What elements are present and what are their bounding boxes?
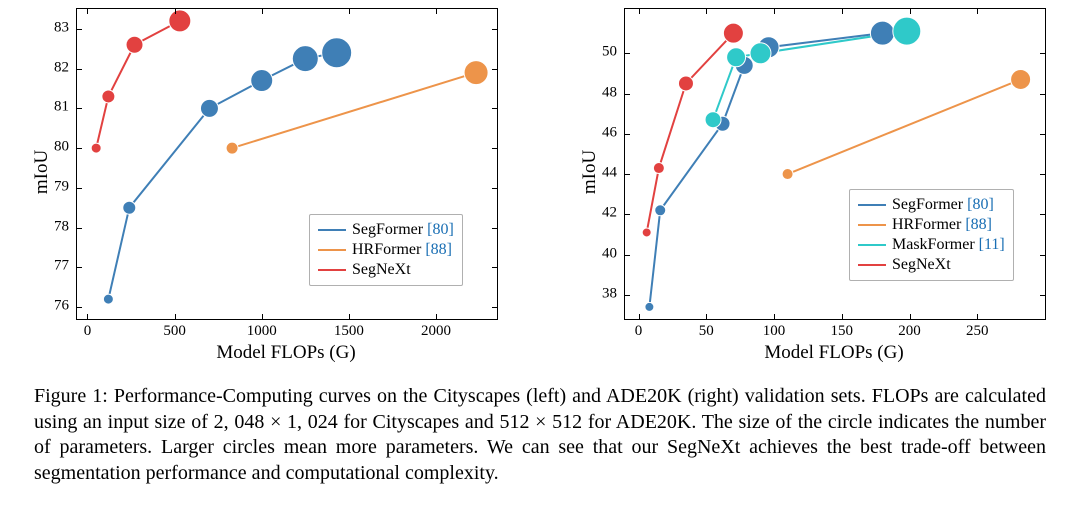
y-tick-label: 46 <box>577 124 617 141</box>
legend-label-hrformer: HRFormer [88] <box>892 215 992 235</box>
data-point-segformer <box>645 302 654 311</box>
data-point-segformer <box>655 205 666 216</box>
data-point-segnext <box>91 143 101 153</box>
legend-label-hrformer: HRFormer [88] <box>352 240 452 260</box>
legend-item-segnext: SegNeXt <box>858 255 1005 275</box>
legend-item-maskformer: MaskFormer [11] <box>858 235 1005 255</box>
data-point-segformer <box>123 201 136 214</box>
legend-swatch-hrformer <box>858 224 886 226</box>
y-tick-label: 42 <box>577 205 617 222</box>
legend-swatch-segformer <box>318 229 346 231</box>
legend-label-segformer: SegFormer [80] <box>892 195 994 215</box>
legend-swatch-segnext <box>318 269 346 271</box>
data-point-maskformer <box>893 17 921 45</box>
legend-label-segformer: SegFormer [80] <box>352 220 454 240</box>
x-tick-label: 50 <box>699 323 714 340</box>
caption-size-1: 2, 048 × 1, 024 <box>214 411 338 433</box>
x-tick-label: 100 <box>763 323 786 340</box>
data-point-segnext <box>126 36 143 53</box>
data-point-segformer <box>322 38 352 68</box>
data-point-hrformer <box>782 169 793 180</box>
x-tick-label: 0 <box>635 323 643 340</box>
data-point-segformer <box>103 294 113 304</box>
x-tick-label: 0 <box>84 323 92 340</box>
right-plot-area: SegFormer [80]HRFormer [88]MaskFormer [1… <box>624 8 1046 320</box>
panels-row: SegFormer [80]HRFormer [88]SegNeXt 76777… <box>0 0 1080 370</box>
data-point-segnext <box>169 10 191 32</box>
legend-swatch-segnext <box>858 264 886 266</box>
legend-ref-hrformer: [88] <box>425 241 452 258</box>
y-tick-label: 48 <box>577 84 617 101</box>
series-line-segnext <box>647 33 734 232</box>
legend-item-segnext: SegNeXt <box>318 260 454 280</box>
right-x-axis-label: Model FLOPs (G) <box>754 342 914 364</box>
data-point-segnext <box>678 76 693 91</box>
data-point-maskformer <box>705 112 721 128</box>
y-tick-label: 81 <box>29 99 69 116</box>
y-tick-label: 40 <box>577 245 617 262</box>
legend-swatch-maskformer <box>858 244 886 246</box>
caption-size-2: 512 × 512 <box>499 411 582 433</box>
left-y-axis-label: mIoU <box>31 150 53 194</box>
y-tick-label: 78 <box>29 218 69 235</box>
left-x-axis-label: Model FLOPs (G) <box>206 342 366 364</box>
data-point-hrformer <box>226 142 238 154</box>
legend-item-segformer: SegFormer [80] <box>858 195 1005 215</box>
x-tick-label: 200 <box>898 323 921 340</box>
data-point-segformer <box>251 70 273 92</box>
legend-item-hrformer: HRFormer [88] <box>858 215 1005 235</box>
x-tick-label: 2000 <box>421 323 451 340</box>
right-y-axis-label: mIoU <box>579 150 601 194</box>
data-point-segformer <box>292 46 318 72</box>
figure-caption: Figure 1: Performance-Computing curves o… <box>34 384 1046 486</box>
legend-swatch-segformer <box>858 204 886 206</box>
y-tick-label: 77 <box>29 258 69 275</box>
x-tick-label: 150 <box>831 323 854 340</box>
left-panel: SegFormer [80]HRFormer [88]SegNeXt 76 77 7… <box>26 8 506 370</box>
data-point-hrformer <box>1011 69 1031 89</box>
left-plot-area: SegFormer [80]HRFormer [88]SegNeXt 76777… <box>76 8 498 320</box>
data-point-segformer <box>200 99 218 117</box>
legend-swatch-hrformer <box>318 249 346 251</box>
right-panel: SegFormer [80]HRFormer [88]MaskFormer [1… <box>574 8 1054 370</box>
series-line-segformer <box>108 53 336 299</box>
legend-ref-segformer: [80] <box>427 221 454 238</box>
caption-text-2: for Cityscapes and <box>338 411 500 433</box>
series-line-segformer <box>649 33 882 307</box>
y-tick-label: 82 <box>29 59 69 76</box>
x-tick-label: 1500 <box>334 323 364 340</box>
right-legend: SegFormer [80]HRFormer [88]MaskFormer [1… <box>849 189 1014 281</box>
data-point-segnext <box>723 23 743 43</box>
series-line-hrformer <box>788 79 1021 174</box>
legend-ref-maskformer: [11] <box>979 236 1005 253</box>
x-tick-label: 1000 <box>247 323 277 340</box>
left-legend: SegFormer [80]HRFormer [88]SegNeXt <box>309 214 463 286</box>
data-point-segnext <box>653 163 664 174</box>
data-point-segnext <box>102 90 115 103</box>
legend-label-segnext: SegNeXt <box>352 260 411 280</box>
data-point-maskformer <box>750 43 771 64</box>
legend-label-maskformer: MaskFormer [11] <box>892 235 1005 255</box>
y-tick-label: 83 <box>29 20 69 37</box>
y-tick-label: 38 <box>577 285 617 302</box>
x-tick-label: 500 <box>163 323 186 340</box>
legend-item-segformer: SegFormer [80] <box>318 220 454 240</box>
data-point-segformer <box>870 21 894 45</box>
data-point-hrformer <box>464 61 488 85</box>
legend-ref-segformer: [80] <box>967 196 994 213</box>
data-point-maskformer <box>727 48 746 67</box>
y-tick-label: 76 <box>29 298 69 315</box>
data-point-segnext <box>642 228 651 237</box>
x-tick-label: 250 <box>966 323 989 340</box>
y-tick-label: 50 <box>577 44 617 61</box>
figure: SegFormer [80]HRFormer [88]SegNeXt 76777… <box>0 0 1080 486</box>
legend-ref-hrformer: [88] <box>965 216 992 233</box>
legend-item-hrformer: HRFormer [88] <box>318 240 454 260</box>
legend-label-segnext: SegNeXt <box>892 255 951 275</box>
